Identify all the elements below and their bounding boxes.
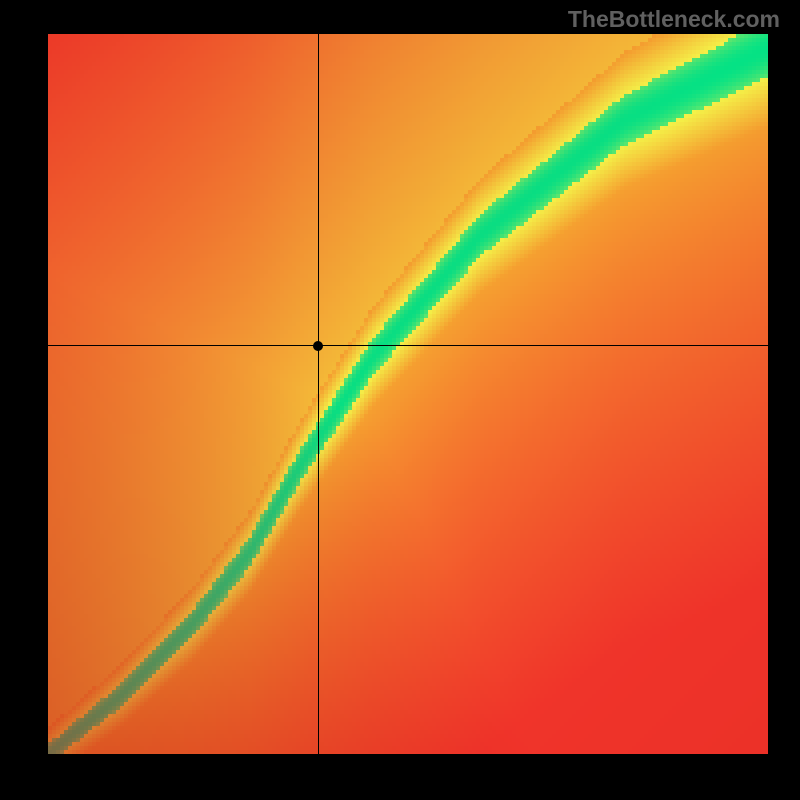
heatmap-plot (48, 34, 768, 754)
crosshair-horizontal (48, 345, 768, 346)
watermark-text: TheBottleneck.com (568, 6, 780, 33)
heatmap-canvas (48, 34, 768, 754)
crosshair-marker (313, 341, 323, 351)
crosshair-vertical (318, 34, 319, 754)
